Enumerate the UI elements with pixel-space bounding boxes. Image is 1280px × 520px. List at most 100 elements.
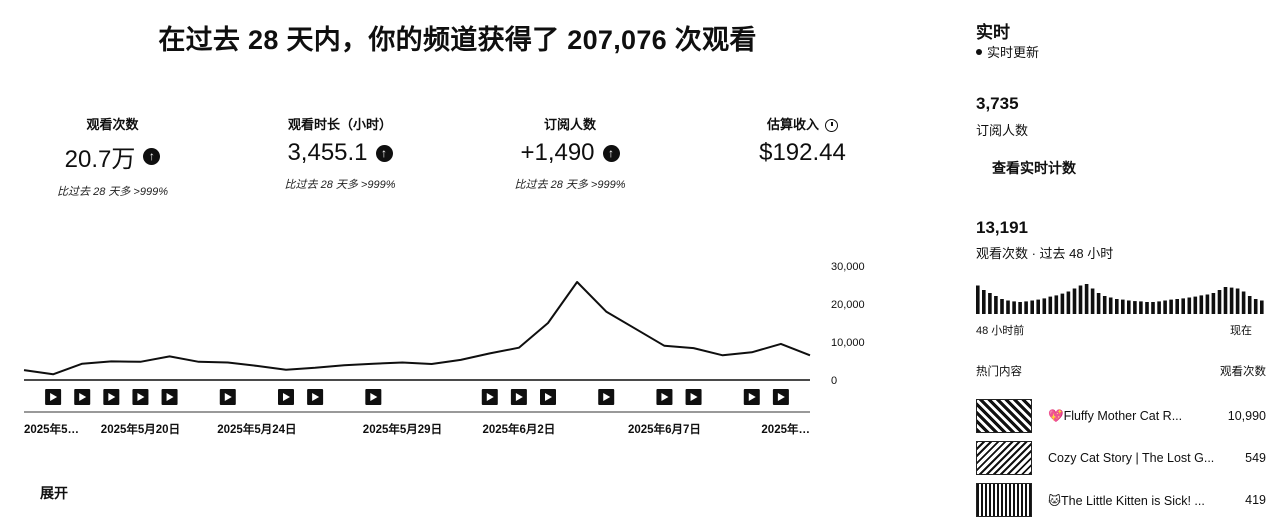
hourly-bar	[1175, 299, 1179, 314]
top-content-label: 热门内容	[976, 363, 1022, 379]
hourly-bar-chart	[976, 282, 1268, 316]
hourly-bar	[1067, 292, 1071, 315]
hourly-bar	[1049, 297, 1053, 314]
metric-views[interactable]: 观看次数 20.7万 ↑ 比过去 28 天多 >999%	[40, 114, 185, 199]
hourly-bar	[1073, 289, 1077, 315]
hourly-bar	[1200, 295, 1204, 314]
realtime-title: 实时	[976, 18, 1010, 43]
top-content-item[interactable]: Cozy Cat Story | The Lost G... 549	[976, 442, 1266, 474]
hourly-bar	[1188, 298, 1192, 315]
video-published-marker	[686, 389, 702, 405]
metric-revenue[interactable]: 估算收入 $192.44	[740, 114, 865, 167]
video-published-marker	[220, 389, 236, 405]
x-tick-label: 2025年5…	[24, 422, 79, 436]
live-dot-icon	[976, 49, 982, 55]
hourly-bar	[1127, 301, 1131, 315]
video-thumbnail	[976, 441, 1032, 475]
hourly-bar	[1169, 300, 1173, 314]
video-thumbnail	[976, 483, 1032, 517]
hourly-bar	[1006, 301, 1010, 315]
hourly-bar	[982, 290, 986, 314]
hourly-bar	[1043, 298, 1047, 314]
video-published-marker	[365, 389, 381, 405]
y-tick-label: 0	[831, 375, 837, 387]
metric-value: $192.44	[759, 139, 846, 167]
metric-value: +1,490	[520, 139, 594, 167]
video-title: 🐱The Little Kitten is Sick! ...	[1048, 493, 1216, 508]
video-published-marker	[132, 389, 148, 405]
hourly-bar	[1218, 290, 1222, 314]
views-column-label: 观看次数	[1220, 363, 1266, 379]
metric-watch-time[interactable]: 观看时长（小时） 3,455.1 ↑ 比过去 28 天多 >999%	[265, 114, 415, 192]
hourly-bar	[1024, 301, 1028, 314]
views-48h-label: 观看次数 · 过去 48 小时	[976, 243, 1113, 262]
subscribers-label: 订阅人数	[976, 120, 1028, 139]
hourly-bar	[1018, 302, 1022, 314]
video-published-marker	[540, 389, 556, 405]
hourly-bar	[1012, 301, 1016, 314]
x-tick-label: 2025年…	[761, 422, 810, 436]
hourly-bar	[1115, 299, 1119, 314]
top-content-item[interactable]: 🐱The Little Kitten is Sick! ... 419	[976, 484, 1266, 516]
hourly-bar	[1248, 296, 1252, 314]
video-thumbnail	[976, 399, 1032, 433]
metric-delta: 比过去 28 天多 >999%	[40, 183, 185, 199]
hourly-bar	[976, 286, 980, 315]
video-published-marker	[773, 389, 789, 405]
hourly-bar	[1079, 286, 1083, 315]
video-title: 💖Fluffy Mother Cat R...	[1048, 409, 1216, 424]
hourly-bar	[1085, 284, 1089, 314]
hourly-bar	[988, 293, 992, 314]
metric-label: 订阅人数	[495, 114, 645, 133]
hourly-bar	[1212, 293, 1216, 314]
hourly-bar	[1103, 296, 1107, 314]
views-line-chart: 30,000 20,000 10,000 0 2025年5… 2025年5月20日 2025…	[0, 250, 870, 450]
views-series-line	[24, 282, 810, 374]
hourly-bar	[1260, 301, 1264, 315]
hourly-bar	[1055, 295, 1059, 314]
views-48h-count: 13,191	[976, 218, 1028, 238]
metric-subscribers[interactable]: 订阅人数 +1,490 ↑ 比过去 28 天多 >999%	[495, 114, 645, 192]
metric-delta: 比过去 28 天多 >999%	[495, 176, 645, 192]
video-published-marker	[45, 389, 61, 405]
video-views: 10,990	[1228, 409, 1266, 423]
axis-start-label: 48 小时前	[976, 322, 1024, 338]
hourly-bar	[1109, 298, 1113, 315]
top-content-item[interactable]: 💖Fluffy Mother Cat R... 10,990	[976, 400, 1266, 432]
x-tick-label: 2025年5月29日	[363, 422, 442, 436]
hourly-bar	[1151, 302, 1155, 314]
hourly-bar	[1242, 292, 1246, 315]
hourly-bar	[1139, 301, 1143, 314]
video-published-marker	[598, 389, 614, 405]
metric-delta: 比过去 28 天多 >999%	[265, 176, 415, 192]
arrow-up-icon: ↑	[143, 148, 160, 165]
hourly-bar	[1254, 299, 1258, 314]
metric-value: 20.7万	[65, 139, 136, 174]
live-indicator: 实时更新	[976, 42, 1039, 61]
expand-button[interactable]: 展开	[40, 483, 68, 503]
metric-label: 估算收入	[767, 117, 819, 132]
video-published-marker	[278, 389, 294, 405]
hourly-bar	[1157, 301, 1161, 314]
video-published-marker	[482, 389, 498, 405]
hourly-bar	[1224, 287, 1228, 314]
view-realtime-count-button[interactable]: 查看实时计数	[992, 158, 1076, 178]
metric-value: 3,455.1	[287, 139, 367, 167]
hourly-bar	[1145, 302, 1149, 314]
arrow-up-icon: ↑	[603, 145, 620, 162]
hourly-bar	[1030, 301, 1034, 315]
metric-label: 观看次数	[40, 114, 185, 133]
page-headline: 在过去 28 天内，你的频道获得了 207,076 次观看	[0, 18, 915, 57]
top-content-header: 热门内容 观看次数	[976, 363, 1266, 379]
hourly-bar	[994, 296, 998, 314]
hourly-bar	[1230, 288, 1234, 314]
x-tick-label: 2025年6月7日	[628, 422, 701, 436]
hourly-bar	[1091, 289, 1095, 315]
hourly-bar	[1121, 300, 1125, 314]
hourly-bar	[1194, 297, 1198, 314]
hourly-bar	[1163, 301, 1167, 315]
live-label: 实时更新	[987, 42, 1039, 61]
video-published-marker	[74, 389, 90, 405]
video-published-marker	[656, 389, 672, 405]
hourly-bar	[1181, 298, 1185, 314]
